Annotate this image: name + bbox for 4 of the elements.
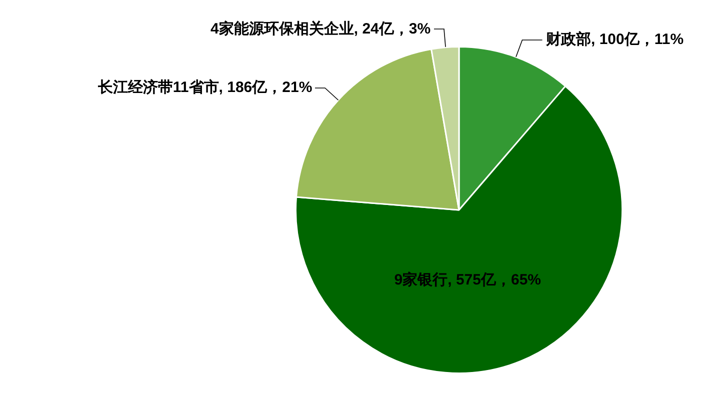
slice-label: 9家银行, 575亿，65% [394,270,542,288]
slice-label: 财政部, 100亿，11% [545,30,684,48]
slice-label: 4家能源环保相关企业, 24亿，3% [210,20,431,38]
slice-label: 长江经济带11省市, 186亿，21% [96,78,312,96]
